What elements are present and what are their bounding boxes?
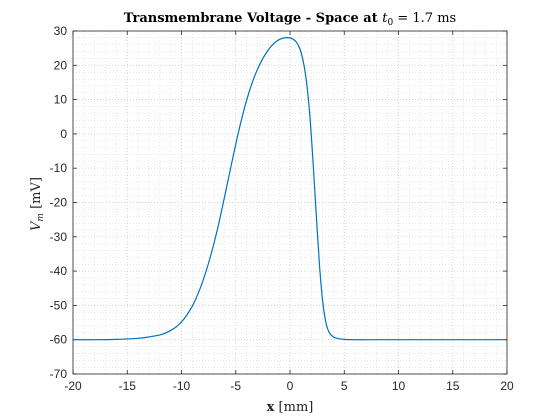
- title-main: Transmembrane Voltage - Space at: [124, 11, 382, 26]
- x-tick-label: -10: [173, 379, 191, 393]
- x-tick-label: 15: [446, 379, 460, 393]
- y-axis-label: Vm [mV]: [29, 177, 46, 231]
- x-tick-labels: -20 -15 -10 -5 0 5 10 15 20: [64, 379, 514, 393]
- title-sub: 0: [388, 18, 394, 28]
- xlabel-unit: [mm]: [274, 400, 313, 415]
- y-tick-label: -60: [50, 333, 68, 347]
- y-tick-label: -40: [50, 264, 68, 278]
- xlabel-main: x: [267, 400, 275, 415]
- x-tick-label: -5: [230, 379, 241, 393]
- y-tick-label: -10: [50, 161, 68, 175]
- y-tick-label: -50: [50, 298, 68, 312]
- y-tick-labels: -70 -60 -50 -40 -30 -20 -10 0 10 20 30: [50, 24, 68, 381]
- x-tick-label: 5: [341, 379, 348, 393]
- series-group: [72, 37, 507, 341]
- x-tick-label: 0: [287, 379, 294, 393]
- axes-box: [72, 30, 508, 375]
- y-tick-label: 10: [54, 93, 68, 107]
- x-axis-label: x [mm]: [267, 400, 314, 415]
- y-tick-label: -30: [50, 230, 68, 244]
- x-tick-label: -20: [64, 379, 82, 393]
- title-rest: = 1.7 ms: [393, 11, 456, 26]
- voltage-series-line: [72, 37, 507, 341]
- x-tick-label: 20: [500, 379, 514, 393]
- chart-title: Transmembrane Voltage - Space at t0 = 1.…: [124, 11, 456, 28]
- title-var: t: [382, 11, 388, 26]
- ylabel-sub: m: [36, 213, 46, 222]
- y-tick-label: -70: [50, 367, 68, 381]
- ylabel-unit: [mV]: [29, 177, 44, 213]
- x-tick-label: -15: [119, 379, 137, 393]
- x-tick-label: 10: [392, 379, 406, 393]
- y-tick-label: 0: [60, 127, 67, 141]
- ylabel-var: V: [29, 220, 44, 231]
- y-tick-label: 20: [54, 58, 68, 72]
- y-tick-label: -20: [50, 196, 68, 210]
- y-tick-label: 30: [54, 24, 68, 38]
